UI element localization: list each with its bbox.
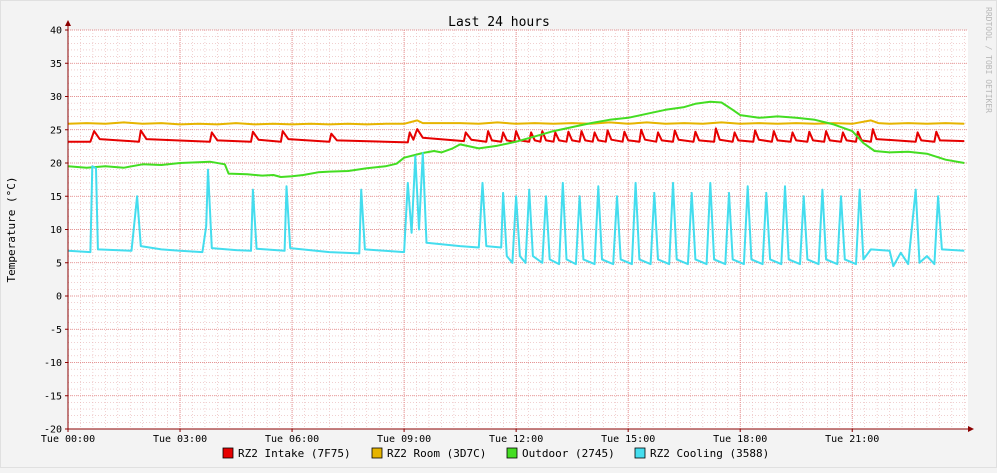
- x-tick-label: Tue 09:00: [377, 434, 431, 445]
- x-tick-label: Tue 12:00: [489, 434, 543, 445]
- y-tick-label: -10: [44, 358, 62, 369]
- series-line-0: [68, 127, 965, 144]
- legend-swatch-2: [506, 447, 518, 459]
- legend-label-0: RZ2 Intake (7F75): [238, 447, 351, 460]
- y-tick-label: -15: [44, 391, 62, 402]
- x-tick-label: Tue 03:00: [153, 434, 207, 445]
- x-tick-label: Tue 00:00: [41, 434, 95, 445]
- y-tick-label: -5: [50, 325, 62, 336]
- x-axis-arrow: [968, 426, 974, 432]
- y-tick-label: 35: [50, 59, 62, 70]
- series-line-3: [67, 152, 965, 268]
- legend-label-1: RZ2 Room (3D7C): [387, 447, 486, 460]
- y-axis-arrow: [65, 20, 71, 26]
- y-tick-label: 0: [56, 292, 62, 303]
- y-tick-label: 30: [50, 92, 62, 103]
- legend-label-2: Outdoor (2745): [522, 447, 615, 460]
- x-tick-label: Tue 18:00: [713, 434, 767, 445]
- y-tick-label: 25: [50, 125, 62, 136]
- y-tick-label: 15: [50, 192, 62, 203]
- x-tick-label: Tue 06:00: [265, 434, 319, 445]
- x-tick-label: Tue 21:00: [825, 434, 879, 445]
- legend-label-3: RZ2 Cooling (3588): [650, 447, 769, 460]
- plot-area: Tue 00:00 Tue 03:00 Tue 06:00 Tue 09:00 Tue …: [41, 20, 974, 445]
- legend-swatch-0: [222, 447, 234, 459]
- y-tick-label: 5: [56, 258, 62, 269]
- y-tick-label: 20: [50, 159, 62, 170]
- legend: RZ2 Intake (7F75) RZ2 Room (3D7C) Outdoor …: [222, 447, 769, 460]
- series-line-2: [67, 100, 965, 178]
- y-tick-label: 40: [50, 26, 62, 37]
- x-tick-label: Tue 15:00: [601, 434, 655, 445]
- chart-title: Last 24 hours: [448, 15, 550, 30]
- y-tick-label: 10: [50, 225, 62, 236]
- legend-swatch-1: [371, 447, 383, 459]
- y-tick-label: -20: [44, 425, 62, 436]
- legend-swatch-3: [634, 447, 646, 459]
- watermark: RRDTOOL / TOBI OETIKER: [984, 7, 993, 113]
- y-axis-label: Temperature (°C): [5, 177, 18, 283]
